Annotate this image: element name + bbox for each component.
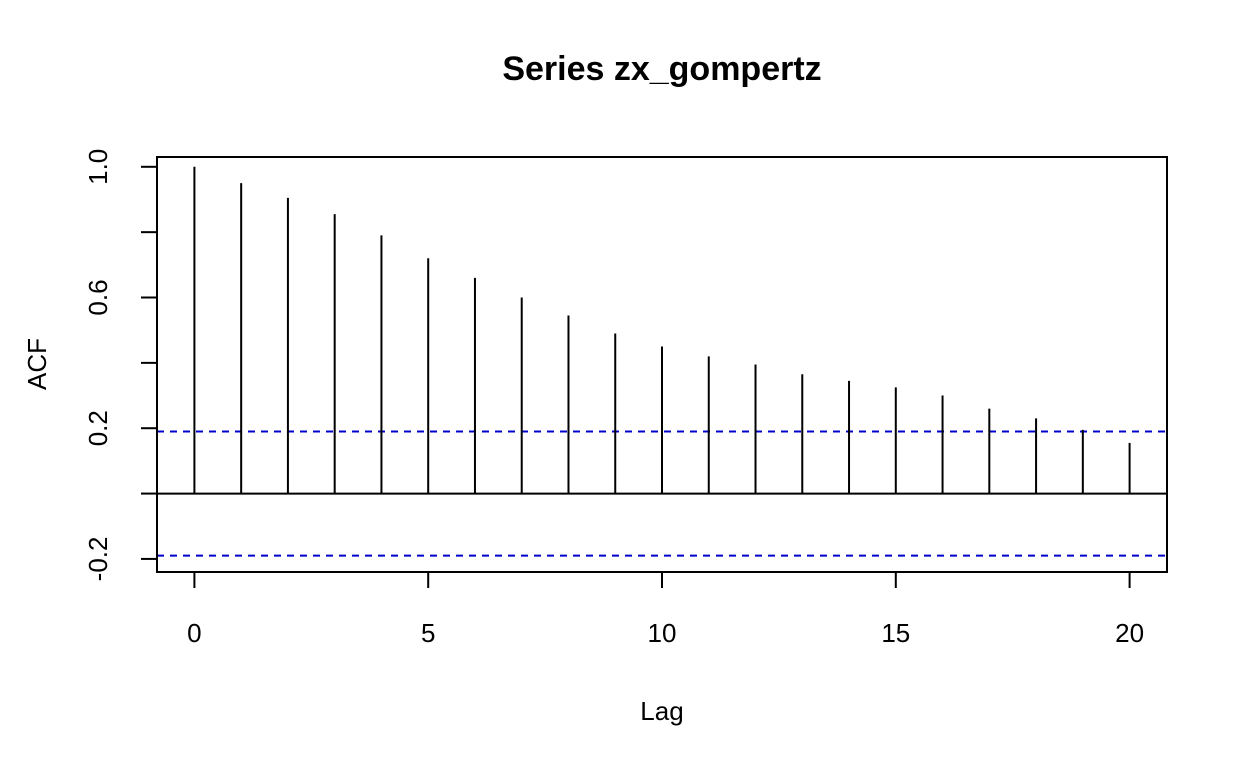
y-axis-label: ACF (22, 338, 52, 390)
acf-bars (193, 166, 1131, 494)
x-tick-label: 20 (1115, 618, 1144, 648)
y-axis: -0.2 0.2 0.6 1.0 (83, 149, 158, 582)
x-tick-label: 15 (881, 618, 910, 648)
x-tick-label: 10 (648, 618, 677, 648)
x-axis-label: Lag (640, 696, 683, 726)
x-tick-label: 0 (187, 618, 201, 648)
y-tick-label: 1.0 (83, 149, 113, 185)
x-tick-label: 5 (421, 618, 435, 648)
y-tick-label: 0.2 (83, 410, 113, 446)
y-tick-label: -0.2 (83, 537, 113, 582)
y-tick-label: 0.6 (83, 279, 113, 315)
chart-title: Series zx_gompertz (502, 50, 821, 88)
x-axis: 0 5 10 15 20 (187, 571, 1144, 648)
